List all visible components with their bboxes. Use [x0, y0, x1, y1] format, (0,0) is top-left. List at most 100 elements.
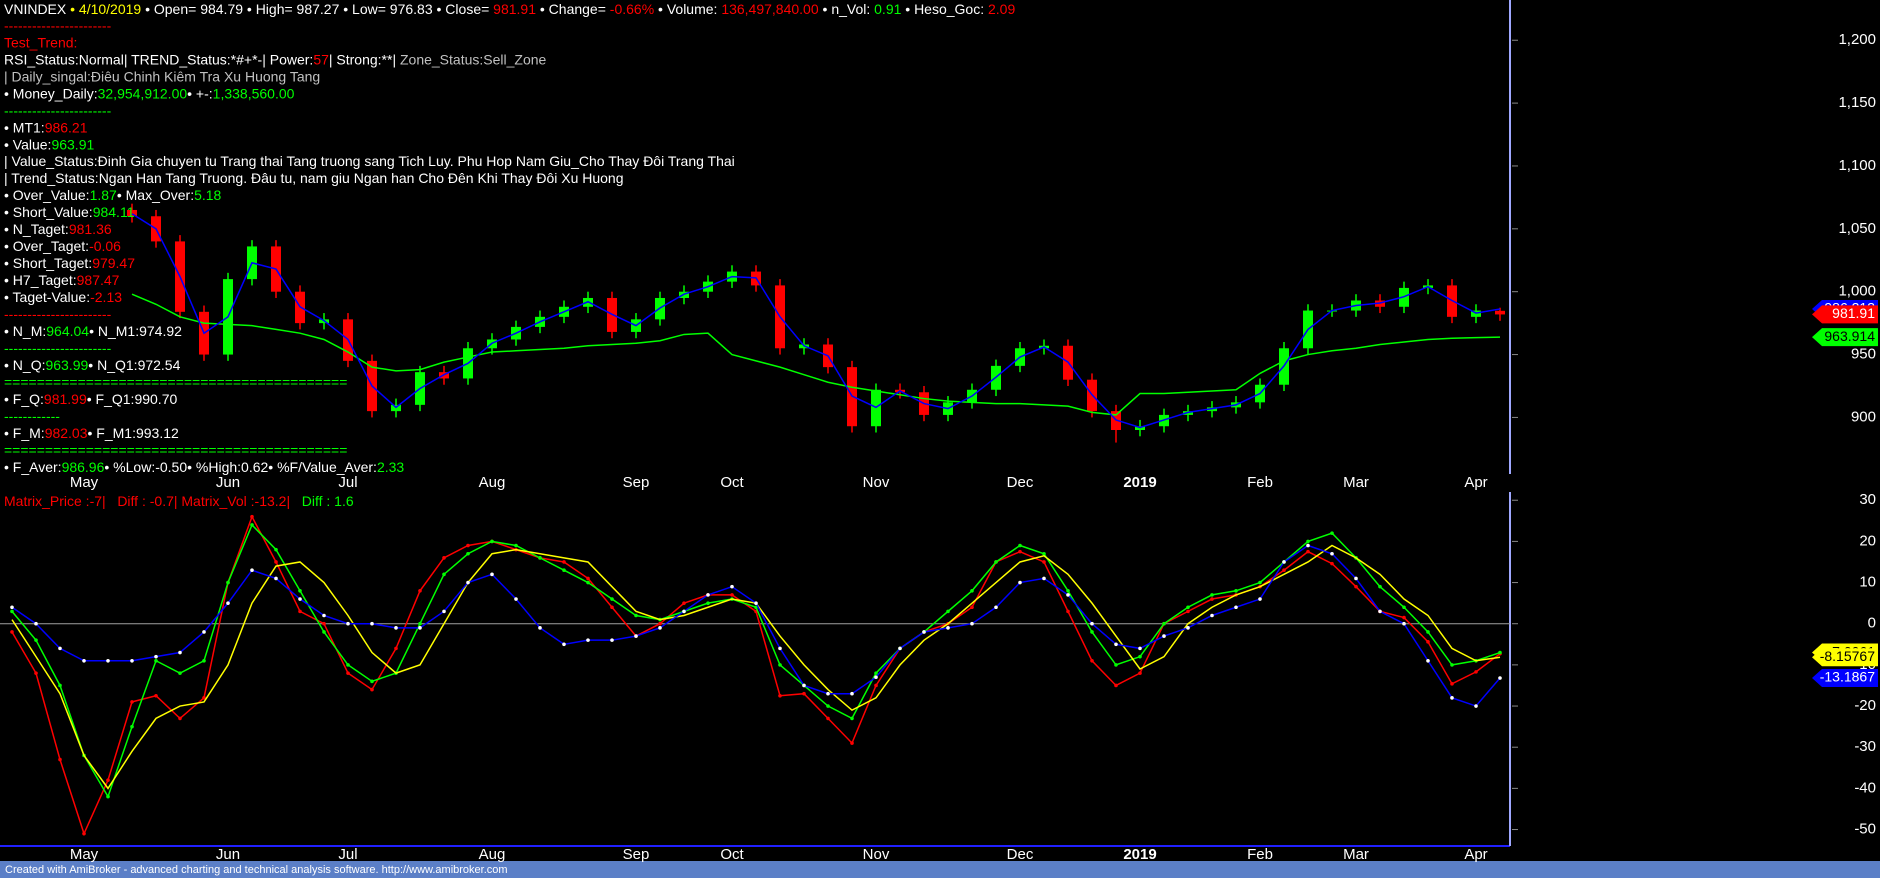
marker: [442, 572, 446, 577]
marker: [1234, 588, 1238, 593]
marker: [10, 605, 14, 610]
marker: [1186, 609, 1190, 614]
marker: [658, 626, 662, 630]
marker: [1330, 561, 1334, 566]
x-tick-label: Sep: [623, 474, 650, 491]
marker: [1282, 568, 1286, 573]
marker: [250, 523, 254, 527]
marker: [58, 683, 62, 688]
marker: [1018, 543, 1022, 548]
y-tick-label: 20: [1859, 532, 1876, 549]
marker: [466, 551, 470, 556]
marker: [226, 601, 230, 605]
marker: [778, 646, 782, 651]
marker: [322, 630, 326, 634]
text-segment: • %Low:-0.50• %High:0.62• %F/Value_Aver:: [104, 459, 377, 475]
text-segment: 986.96: [62, 459, 105, 475]
marker: [490, 539, 494, 544]
marker: [994, 605, 998, 610]
text-segment: 1,338,560.00: [213, 85, 295, 101]
marker: [634, 613, 638, 618]
text-segment: • N_M1:: [89, 323, 139, 339]
info-line: ========================================…: [4, 442, 347, 458]
marker: [850, 741, 854, 745]
line: [131, 293, 1501, 416]
marker: [490, 572, 494, 577]
candle-body: [127, 209, 137, 217]
marker: [850, 691, 854, 696]
marker: [106, 778, 110, 782]
text-segment: 990.70: [134, 391, 177, 407]
value-label-box: [1812, 648, 1878, 667]
marker: [202, 630, 206, 634]
marker: [586, 576, 590, 581]
marker: [1114, 683, 1118, 688]
text-segment: Zone_Status:Sell_Zone: [400, 51, 547, 67]
value-label-box: [1812, 669, 1878, 688]
marker: [1258, 597, 1262, 601]
marker: [946, 609, 950, 614]
marker: [538, 626, 542, 630]
text-segment: -2.13: [90, 289, 122, 305]
marker: [418, 621, 422, 626]
marker: [826, 691, 830, 696]
x-tick-label: Mar: [1343, 846, 1369, 863]
marker: [466, 543, 470, 548]
marker: [58, 757, 62, 762]
text-segment: • 4/10/2019: [66, 1, 141, 17]
x-tick-label: Sep: [623, 846, 650, 863]
info-line: • F_Q:981.99• F_Q1:990.70: [4, 391, 177, 407]
marker: [298, 597, 302, 601]
marker: [1186, 626, 1190, 630]
header: VNINDEX • 4/10/2019 • Open= 984.79 • Hig…: [4, 1, 1015, 17]
marker: [1162, 621, 1166, 626]
marker: [850, 716, 854, 721]
text-segment: 0.91: [874, 1, 901, 17]
y-tick-label: 900: [1851, 408, 1876, 425]
info-line: • Short_Value:984.11: [4, 204, 135, 220]
y-tick-label: -30: [1854, 738, 1876, 755]
text-segment: 2.09: [988, 1, 1015, 17]
marker: [466, 580, 470, 585]
marker: [10, 630, 14, 634]
text-segment: • Over_Value:: [4, 187, 90, 203]
marker: [562, 560, 566, 564]
marker: [610, 597, 614, 601]
marker: [1042, 551, 1046, 556]
marker: [322, 621, 326, 626]
marker: [1090, 630, 1094, 634]
marker: [346, 621, 350, 626]
marker: [586, 580, 590, 585]
text-segment: • F_Aver:: [4, 459, 62, 475]
x-tick-label: Jun: [216, 474, 240, 491]
marker: [730, 584, 734, 589]
text-segment: 981.91: [493, 1, 536, 17]
marker: [874, 683, 878, 688]
info-line: | Value_Status:Đinh Gia chuyen tu Trang …: [4, 153, 735, 169]
marker: [1426, 630, 1430, 634]
info-line: -----------------------: [4, 306, 112, 322]
text-segment: • F_M:: [4, 425, 45, 441]
marker: [730, 593, 734, 597]
marker: [802, 683, 806, 688]
text-segment: 987.47: [77, 272, 120, 288]
marker: [1378, 609, 1382, 614]
marker: [514, 543, 518, 548]
text-segment: -0.06: [89, 238, 121, 254]
marker: [706, 593, 710, 597]
text-segment: • H7_Taget:: [4, 272, 77, 288]
close-label: 981.91: [1832, 305, 1875, 321]
marker: [130, 724, 134, 729]
marker: [1330, 551, 1334, 556]
close-label-box: [1812, 305, 1878, 324]
x-tick-label: May: [70, 846, 99, 863]
info-line: Test_Trend:: [4, 34, 77, 50]
x-tick-label: 2019: [1123, 846, 1156, 863]
info-line: ------------: [4, 408, 60, 424]
marker: [274, 547, 278, 552]
x-tick-label: Jun: [216, 846, 240, 863]
text-segment: | Strong:**|: [329, 51, 400, 67]
marker: [610, 638, 614, 642]
info-line: -----------------------: [4, 102, 112, 118]
